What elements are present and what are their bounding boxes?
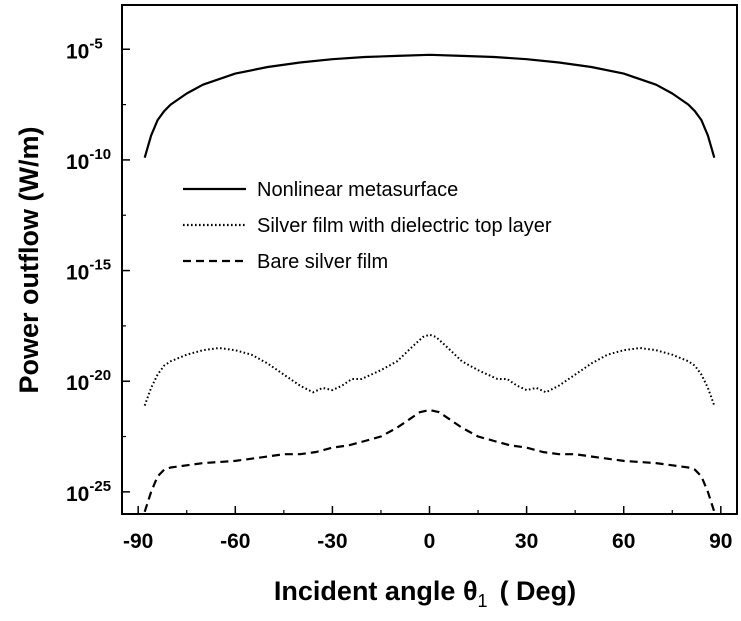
y-tick-labels: 10-5 10-10 10-15 10-20 10-25 <box>66 35 111 506</box>
x-tick-label: 0 <box>424 530 436 553</box>
y-tick-label: 10-5 <box>66 35 103 63</box>
y-tick-label: 10-15 <box>66 257 111 285</box>
y-tick-label: 10-20 <box>66 367 111 395</box>
x-tick-labels: -90 -60 -30 0 30 60 90 <box>123 530 732 553</box>
y-tick-label: 10-10 <box>66 146 111 174</box>
legend-label-2: Silver film with dielectric top layer <box>257 215 552 237</box>
series-line-3 <box>143 408 716 513</box>
series-line-2 <box>143 333 716 406</box>
axis-ticks <box>122 48 722 514</box>
series-lines <box>143 53 716 513</box>
legend-label-1: Nonlinear metasurface <box>257 179 458 201</box>
x-tick-label: -60 <box>220 530 250 553</box>
x-tick-label: 60 <box>612 530 635 553</box>
x-tick-label: 90 <box>709 530 732 553</box>
y-tick-label: 10-25 <box>66 478 111 506</box>
legend: Nonlinear metasurface Silver film with di… <box>183 179 552 273</box>
x-tick-label: -90 <box>123 530 153 553</box>
series-line-1 <box>143 53 716 159</box>
x-axis-title: Incident angle θ1( Deg) <box>274 576 576 611</box>
x-tick-label: -30 <box>317 530 347 553</box>
y-axis-title: Power outflow (W/m) <box>14 127 44 394</box>
legend-label-3: Bare silver film <box>257 251 388 273</box>
x-tick-label: 30 <box>515 530 538 553</box>
